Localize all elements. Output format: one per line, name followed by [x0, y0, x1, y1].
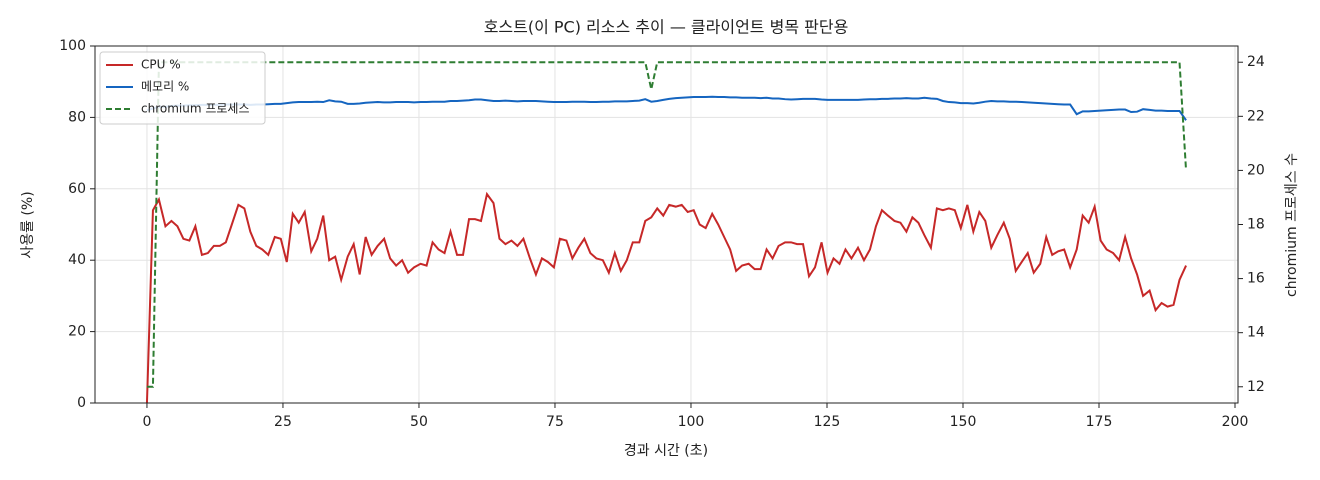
x-tick-label: 25	[274, 414, 292, 430]
x-tick-label: 125	[814, 414, 841, 430]
data-line	[146, 61, 1188, 388]
y2-tick-label: 18	[1247, 217, 1265, 233]
lines	[145, 61, 1188, 404]
legend-label: chromium 프로세스	[141, 102, 250, 116]
y2-tick-label: 12	[1247, 379, 1265, 395]
y-tick-label: 100	[59, 38, 86, 54]
y-axis-label: 사용률 (%)	[20, 191, 36, 258]
y2-tick-label: 22	[1247, 108, 1265, 124]
x-tick-label: 100	[678, 414, 705, 430]
axes: 0 25 50 75 100 125 150 175 200 0 20 40 60 80 100 12 14 16…	[59, 38, 1265, 430]
y2-tick-label: 14	[1247, 325, 1265, 341]
data-line	[146, 95, 1187, 121]
y2-tick-label: 16	[1247, 271, 1265, 287]
legend-box	[99, 51, 266, 125]
y-tick-label: 60	[68, 181, 86, 197]
legend-label: 메모리 %	[141, 80, 189, 94]
x-tick-label: 75	[546, 414, 564, 430]
y-tick-label: 40	[68, 252, 86, 268]
y2-axis-label: chromium 프로세스 수	[1284, 153, 1300, 297]
y2-tick-label: 24	[1247, 54, 1265, 70]
x-tick-label: 0	[142, 414, 151, 430]
legend-label: CPU %	[141, 58, 181, 72]
y2-tick-label: 20	[1247, 162, 1265, 178]
y-tick-label: 20	[68, 324, 86, 340]
x-tick-label: 150	[950, 414, 977, 430]
x-tick-label: 50	[410, 414, 428, 430]
y-tick-label: 80	[68, 109, 86, 125]
y-tick-label: 0	[77, 395, 86, 411]
x-tick-label: 175	[1086, 414, 1113, 430]
legend: CPU % 메모리 % chromium 프로세스	[99, 51, 266, 125]
data-line	[145, 191, 1187, 404]
x-tick-label: 200	[1222, 414, 1249, 430]
chart-title: 호스트(이 PC) 리소스 추이 — 클라이언트 병목 판단용	[484, 18, 849, 37]
x-axis-label: 경과 시간 (초)	[624, 443, 708, 459]
